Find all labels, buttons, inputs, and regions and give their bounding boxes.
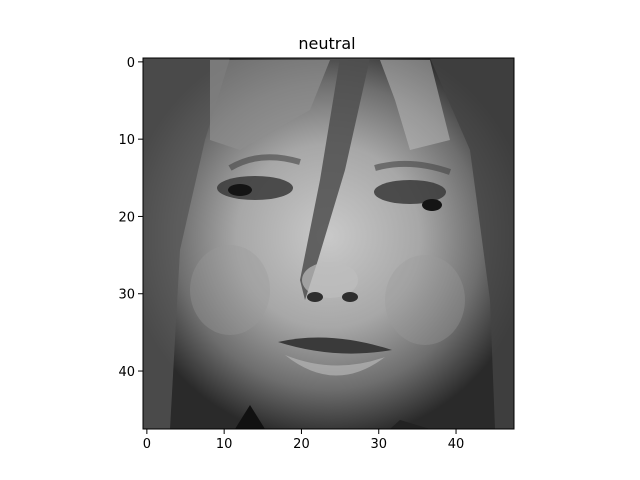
y-tick-label: 10 <box>118 133 135 148</box>
y-tick-label: 20 <box>118 210 135 225</box>
y-axis: 0 10 20 30 40 <box>118 56 143 380</box>
x-axis: 0 10 20 30 40 <box>143 429 465 452</box>
y-tick-label: 30 <box>118 288 135 303</box>
plot-title: neutral <box>298 34 355 53</box>
plot-frame <box>142 57 515 430</box>
x-tick-label: 40 <box>448 437 465 452</box>
face-image <box>142 57 515 430</box>
x-tick-label: 20 <box>293 437 310 452</box>
y-tick-label: 0 <box>127 56 135 71</box>
x-tick-label: 0 <box>143 437 151 452</box>
x-tick-label: 10 <box>216 437 233 452</box>
x-tick-label: 30 <box>370 437 387 452</box>
y-tick-label: 40 <box>118 365 135 380</box>
